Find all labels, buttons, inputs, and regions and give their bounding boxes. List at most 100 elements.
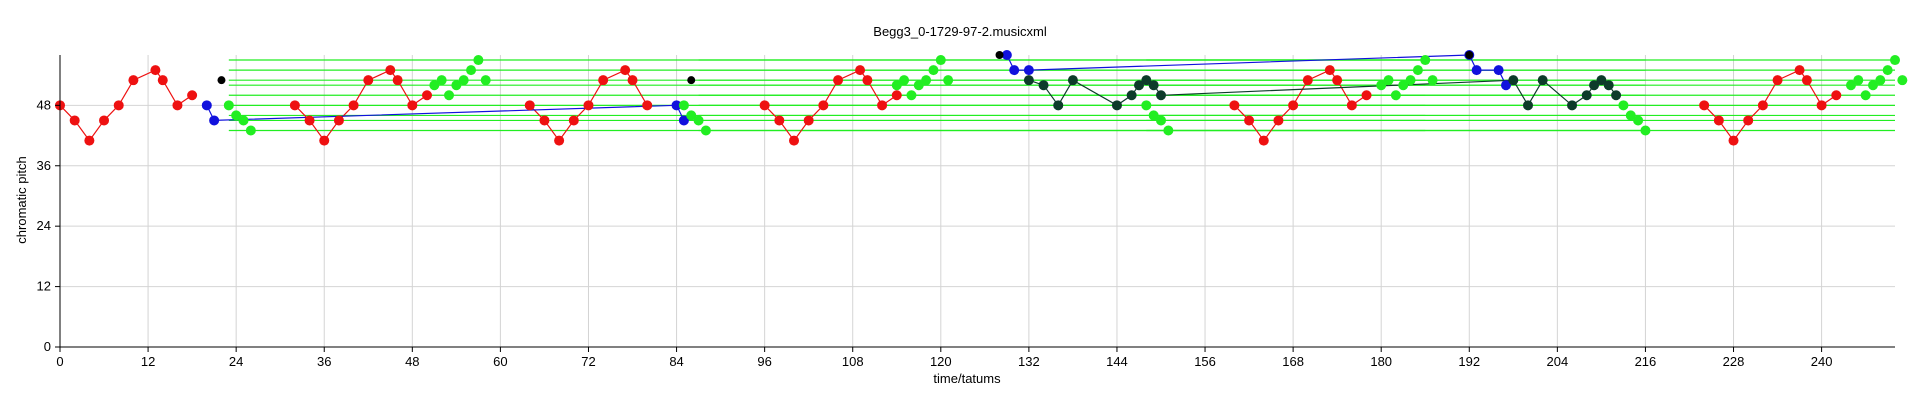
data-point <box>1038 80 1049 91</box>
data-point <box>678 115 689 126</box>
data-point <box>1508 75 1519 86</box>
data-point <box>1376 80 1387 91</box>
data-point <box>99 115 110 126</box>
x-tick-label: 240 <box>1811 354 1833 369</box>
x-tick-label: 84 <box>669 354 683 369</box>
data-point <box>157 75 168 86</box>
series-lines <box>59 54 1837 142</box>
data-point <box>1611 90 1622 101</box>
data-point <box>1001 50 1012 60</box>
data-point <box>539 115 550 126</box>
data-point <box>1890 55 1900 66</box>
data-point <box>1625 110 1636 121</box>
data-point <box>1273 115 1284 126</box>
data-point <box>1148 80 1159 91</box>
x-tick-label: 24 <box>229 354 243 369</box>
data-point <box>209 115 220 126</box>
data-point <box>1772 75 1783 86</box>
data-point <box>1713 115 1724 126</box>
data-point <box>891 90 902 101</box>
series-line <box>764 69 898 142</box>
data-point <box>1618 100 1629 111</box>
data-point <box>687 76 696 85</box>
data-point <box>201 100 212 111</box>
data-point <box>217 76 226 85</box>
data-point <box>1603 80 1614 91</box>
data-point <box>1324 65 1335 76</box>
series-line <box>59 69 193 142</box>
data-point <box>1523 100 1533 111</box>
data-point <box>422 90 432 101</box>
data-point <box>583 100 594 111</box>
data-points <box>55 50 1908 146</box>
data-point <box>759 100 770 111</box>
data-point <box>1405 75 1416 86</box>
data-point <box>1229 100 1240 111</box>
axes <box>59 55 1895 348</box>
data-point <box>921 75 932 86</box>
data-point <box>1465 51 1474 59</box>
data-point <box>150 65 161 76</box>
data-point <box>1640 125 1651 136</box>
data-point <box>238 115 249 126</box>
x-tick-label: 96 <box>757 354 771 369</box>
data-point <box>1427 75 1438 86</box>
series-line <box>294 69 428 142</box>
x-tick-label: 228 <box>1723 354 1745 369</box>
data-point <box>1412 65 1423 76</box>
data-point <box>818 100 829 111</box>
data-point <box>789 135 799 146</box>
data-point <box>1537 75 1548 86</box>
y-tick-label: 36 <box>37 158 51 173</box>
data-point <box>1009 65 1020 76</box>
x-tick-label: 156 <box>1194 354 1216 369</box>
data-point <box>231 110 242 121</box>
data-point <box>568 115 579 126</box>
x-tick-label: 132 <box>1018 354 1040 369</box>
x-tick-label: 168 <box>1282 354 1304 369</box>
data-point <box>245 125 256 136</box>
data-point <box>1156 90 1166 101</box>
data-point <box>1258 135 1269 146</box>
data-point <box>1156 115 1166 126</box>
data-point <box>1567 100 1578 111</box>
data-point <box>1361 90 1372 101</box>
data-point <box>1023 75 1034 86</box>
data-point <box>1831 90 1842 101</box>
data-point <box>642 100 653 111</box>
y-tick-label: 24 <box>37 218 51 233</box>
data-point <box>1897 75 1908 86</box>
x-tick-label: 180 <box>1370 354 1392 369</box>
data-point <box>554 135 565 146</box>
data-point <box>319 135 330 146</box>
data-point <box>1133 80 1144 91</box>
data-point <box>385 65 396 76</box>
data-point <box>429 80 440 91</box>
data-point <box>928 65 939 76</box>
series-line <box>1703 69 1837 142</box>
data-point <box>1163 125 1174 136</box>
data-point <box>1398 80 1409 91</box>
x-tick-label: 144 <box>1106 354 1128 369</box>
data-point <box>1302 75 1313 86</box>
data-point <box>1853 75 1864 86</box>
data-point <box>1346 100 1357 111</box>
data-point <box>1589 80 1600 91</box>
data-point <box>1383 75 1394 86</box>
data-point <box>1633 115 1644 126</box>
data-point <box>444 90 455 101</box>
data-point <box>1882 65 1893 76</box>
data-point <box>774 115 785 126</box>
data-point <box>1126 90 1137 101</box>
data-point <box>473 55 484 66</box>
data-point <box>1332 75 1343 86</box>
y-tick-labels: 0 12 24 36 48 <box>37 97 60 354</box>
data-point <box>862 75 873 86</box>
data-point <box>363 75 374 86</box>
data-point <box>69 115 80 126</box>
data-point <box>1596 75 1607 86</box>
data-point <box>700 125 711 136</box>
x-axis-label: time/tatums <box>933 371 1001 386</box>
data-point <box>289 100 300 111</box>
